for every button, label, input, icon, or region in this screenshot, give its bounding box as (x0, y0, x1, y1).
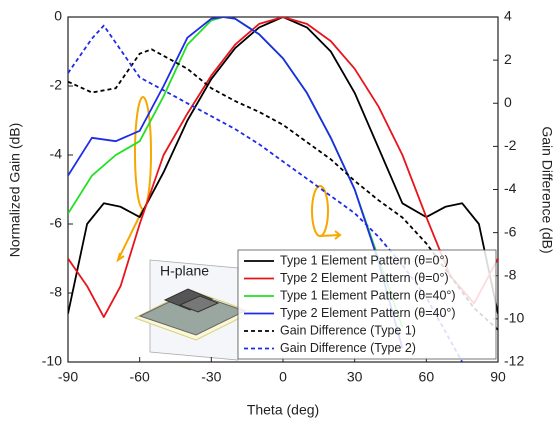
x-tick-label: 60 (419, 369, 435, 385)
x-tick-label: -30 (201, 369, 221, 385)
y2-axis-label: Gain Difference (dB) (539, 126, 554, 253)
legend-label: Gain Difference (Type 1) (280, 323, 416, 337)
y2-tick-label: -2 (504, 137, 517, 153)
x-tick-label: 30 (347, 369, 363, 385)
annotation: H-plane (160, 263, 209, 279)
y-tick-label: -6 (50, 215, 63, 231)
x-axis-label: Theta (deg) (247, 402, 319, 418)
y2-tick-label: 4 (504, 8, 512, 24)
y2-tick-label: 0 (504, 94, 512, 110)
x-tick-label: 0 (279, 369, 287, 385)
y2-tick-label: -8 (504, 266, 517, 282)
x-tick-label: -90 (58, 369, 78, 385)
y2-tick-label: -10 (504, 310, 524, 326)
x-tick-label: 90 (490, 369, 506, 385)
y-tick-label: -10 (42, 353, 62, 369)
y2-tick-label: -6 (504, 223, 517, 239)
y-tick-label: -2 (50, 77, 63, 93)
chart: H-plane Theta (deg) Normalized Gain (dB)… (0, 0, 554, 424)
y2-tick-label: -4 (504, 180, 517, 196)
y2-tick-label: 2 (504, 51, 512, 67)
y-axis-label: Normalized Gain (dB) (7, 123, 23, 258)
legend-label: Gain Difference (Type 2) (280, 341, 416, 355)
y-tick-label: 0 (54, 8, 62, 24)
y-tick-label: -4 (50, 146, 63, 162)
legend-label: Type 2 Element Pattern (θ=0°) (280, 271, 449, 285)
legend-label: Type 1 Element Pattern (θ=40°) (280, 288, 456, 302)
y-tick-label: -8 (50, 284, 63, 300)
legend-label: Type 2 Element Pattern (θ=40°) (280, 306, 456, 320)
x-tick-label: -60 (130, 369, 150, 385)
legend-label: Type 1 Element Pattern (θ=0°) (280, 253, 449, 267)
y2-tick-label: -12 (504, 353, 524, 369)
